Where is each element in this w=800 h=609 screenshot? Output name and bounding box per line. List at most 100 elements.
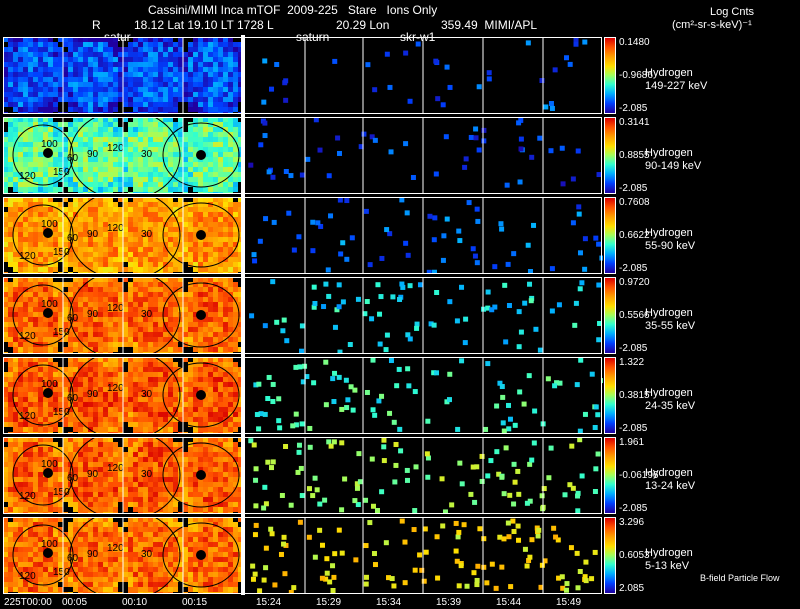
colorbar-min-label: -2.085 — [619, 343, 648, 354]
svg-text:120: 120 — [19, 331, 36, 342]
colorbar-3 — [604, 197, 616, 274]
species-label: Hydrogen — [645, 467, 693, 479]
time-tick: 00:10 — [122, 597, 148, 608]
svg-text:100: 100 — [41, 139, 58, 150]
energy-label: 24-35 keV — [645, 400, 696, 412]
panel-2: 100 60 90 120 30 150 120 — [3, 117, 602, 194]
svg-text:150: 150 — [53, 247, 70, 258]
colorbar-2 — [604, 117, 616, 194]
energy-label: 149-227 keV — [645, 80, 708, 92]
svg-text:150: 150 — [53, 167, 70, 178]
energy-label: 55-90 keV — [645, 240, 696, 252]
svg-text:90: 90 — [87, 149, 99, 160]
colorbar-max-label: 0.9720 — [619, 277, 650, 288]
time-tick: 15:39 — [436, 597, 462, 608]
energy-label: 13-24 keV — [645, 480, 696, 492]
colorbar-mid-label: -0.06196 — [619, 470, 659, 481]
colorbar-max-label: 1.322 — [619, 357, 645, 368]
time-tick: 15:29 — [316, 597, 342, 608]
svg-text:60: 60 — [67, 153, 79, 164]
species-label: Hydrogen — [645, 387, 693, 399]
colorbar-min-label: -2.085 — [619, 183, 648, 194]
panel-3: 100 60 90 120 30 150 120 — [3, 197, 603, 274]
colorbar-4 — [604, 277, 616, 354]
svg-text:120: 120 — [107, 143, 124, 154]
svg-text:100: 100 — [41, 299, 58, 310]
svg-text:30: 30 — [141, 309, 153, 320]
svg-text:30: 30 — [141, 229, 153, 240]
svg-text:100: 100 — [41, 219, 58, 230]
time-tick: 15:24 — [256, 597, 282, 608]
colorbar-mid-label: 0.6622 — [619, 230, 650, 241]
header-tail: 359.49 MIMI/APL — [441, 18, 538, 32]
header-r-label: R — [92, 18, 101, 32]
colorbar-5 — [604, 357, 616, 434]
colorbar-min-label: -2.085 — [619, 263, 648, 274]
panel-1 — [3, 37, 602, 114]
time-tick: 00:05 — [62, 597, 88, 608]
svg-text:150: 150 — [53, 487, 70, 498]
colorbar-mid-label: 0.5566 — [619, 310, 650, 321]
colorbar-min-label: -2.085 — [619, 423, 648, 434]
species-label: Hydrogen — [645, 547, 693, 559]
colorbar-max-label: 0.7608 — [619, 197, 650, 208]
time-tick: 225T00:00 — [4, 597, 52, 608]
colorbar-6 — [604, 437, 616, 514]
svg-text:100: 100 — [41, 459, 58, 470]
svg-text:30: 30 — [141, 469, 153, 480]
svg-text:150: 150 — [53, 327, 70, 338]
colorbar-mid-label: 0.6053 — [619, 550, 650, 561]
time-tick: 00:15 — [182, 597, 208, 608]
footer-note: B-field Particle Flow — [700, 573, 780, 583]
colorbar-1 — [604, 37, 616, 114]
svg-text:90: 90 — [87, 389, 99, 400]
panel-6: 100 60 90 120 30 150 120 — [3, 437, 602, 514]
units-label: (cm²-sr-s-keV)⁻¹ — [672, 19, 752, 31]
svg-text:60: 60 — [67, 473, 79, 484]
svg-text:90: 90 — [87, 229, 99, 240]
plot-title: Cassini/MIMI Inca mTOF 2009-225 Stare Io… — [148, 3, 438, 17]
colorbar-min-label: 2.085 — [619, 583, 645, 594]
species-label: Hydrogen — [645, 147, 693, 159]
colorbar-max-label: 1.961 — [619, 437, 645, 448]
left-right-divider — [241, 35, 245, 595]
header-lon: 20.29 Lon — [336, 18, 390, 32]
svg-text:30: 30 — [141, 389, 153, 400]
colorbar-mid-label: 0.3815 — [619, 390, 650, 401]
svg-text:120: 120 — [107, 303, 124, 314]
svg-text:120: 120 — [19, 491, 36, 502]
svg-text:100: 100 — [41, 379, 58, 390]
svg-text:90: 90 — [87, 309, 99, 320]
colorbar-mid-label: 0.8855 — [619, 150, 650, 161]
time-tick: 15:34 — [376, 597, 402, 608]
colorbar-7 — [604, 517, 616, 594]
colorbar-min-label: -2.085 — [619, 503, 648, 514]
colorbar-max-label: 0.1480 — [619, 37, 650, 48]
svg-text:120: 120 — [19, 171, 36, 182]
energy-label: 35-55 keV — [645, 320, 696, 332]
units-title: Log Cnts — [710, 6, 755, 18]
svg-text:150: 150 — [53, 407, 70, 418]
svg-text:90: 90 — [87, 469, 99, 480]
svg-text:120: 120 — [107, 463, 124, 474]
svg-text:120: 120 — [19, 251, 36, 262]
colorbar-mid-label: -0.9686 — [619, 70, 653, 81]
species-label: Hydrogen — [645, 67, 693, 79]
svg-text:120: 120 — [107, 223, 124, 234]
panel-5: 100 60 90 120 30 150 120 — [3, 357, 603, 434]
panel-4: 100 60 90 120 30 150 120 — [3, 277, 603, 354]
species-label: Hydrogen — [645, 227, 693, 239]
svg-text:120: 120 — [107, 383, 124, 394]
colorbar-max-label: 3.296 — [619, 517, 645, 528]
svg-text:60: 60 — [67, 233, 79, 244]
time-tick: 15:44 — [496, 597, 522, 608]
colorbar-min-label: -2.085 — [619, 103, 648, 114]
energy-label: 90-149 keV — [645, 160, 702, 172]
svg-text:60: 60 — [67, 313, 79, 324]
colorbar-max-label: 0.3141 — [619, 117, 650, 128]
svg-text:60: 60 — [67, 393, 79, 404]
species-label: Hydrogen — [645, 307, 693, 319]
energy-label: 5-13 keV — [645, 560, 690, 572]
header-position-values: 18.12 Lat 19.10 LT 1728 L — [134, 18, 274, 32]
